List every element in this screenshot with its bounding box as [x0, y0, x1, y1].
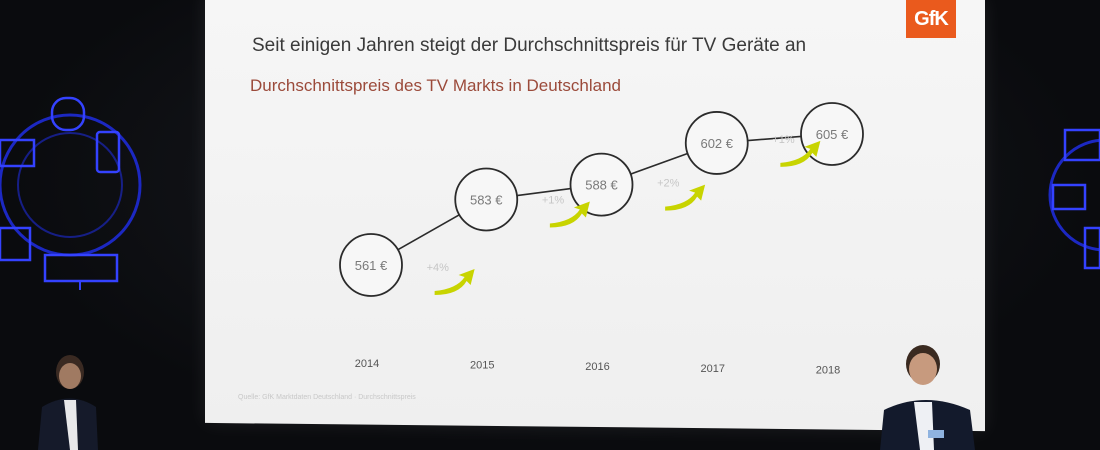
data-label: 605 €	[816, 127, 849, 142]
growth-arrow	[665, 184, 706, 211]
x-tick-label: 2017	[701, 363, 725, 375]
growth-arrow	[549, 201, 590, 228]
growth-arrow	[434, 269, 475, 295]
series-line-segment	[397, 214, 460, 251]
x-tick-label: 2016	[585, 361, 609, 373]
x-tick-label: 2015	[470, 360, 494, 372]
data-label: 602 €	[700, 136, 733, 151]
data-point-circle	[339, 233, 403, 297]
growth-label: +1%	[772, 134, 795, 146]
data-point-circle	[454, 167, 519, 232]
presenter-right	[880, 345, 975, 450]
slide-footnote: Quelle: GfK Marktdaten Deutschland · Dur…	[238, 394, 416, 401]
data-label: 588 €	[585, 178, 618, 193]
growth-label: +1%	[542, 195, 565, 207]
presenter-left	[38, 355, 98, 450]
growth-label: +4%	[427, 262, 450, 274]
data-point-circle	[569, 152, 634, 217]
series-line-segment	[747, 135, 802, 142]
data-point-circle	[684, 111, 749, 175]
slide-title: Seit einigen Jahren steigt der Durchschn…	[252, 35, 807, 56]
gfk-logo: GfK	[906, 0, 956, 38]
x-tick-label: 2014	[355, 358, 379, 370]
series-line-segment	[516, 187, 571, 197]
series-line-segment	[630, 152, 688, 175]
data-label: 561 €	[355, 258, 388, 273]
growth-arrow	[780, 140, 821, 167]
slide-subtitle: Durchschnittspreis des TV Markts in Deut…	[250, 76, 622, 95]
device-wireframe-left-icon	[0, 96, 142, 290]
data-label: 583 €	[470, 193, 503, 208]
x-tick-label: 2018	[816, 364, 840, 376]
growth-label: +2%	[657, 178, 680, 190]
device-wireframe-right-icon	[1048, 128, 1100, 270]
